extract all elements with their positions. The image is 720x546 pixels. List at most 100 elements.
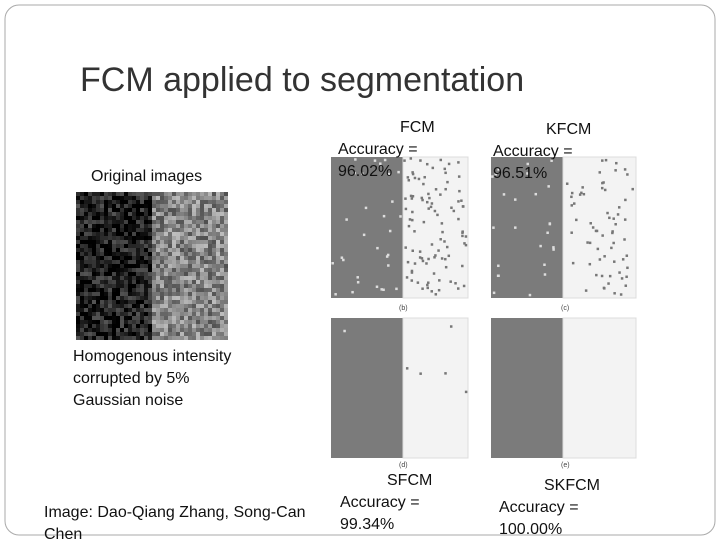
noise-pixel <box>144 208 148 212</box>
noise-pixel <box>80 208 84 212</box>
noise-pixel <box>92 280 96 284</box>
noise-pixel <box>144 252 148 256</box>
noise-pixel <box>84 300 88 304</box>
noise-pixel <box>116 216 120 220</box>
noise-pixel <box>80 264 84 268</box>
misclassified-pixel <box>615 161 618 165</box>
noise-pixel <box>172 196 176 200</box>
misclassified-pixel <box>383 158 387 162</box>
noise-pixel <box>116 200 120 204</box>
noise-pixel <box>96 252 100 256</box>
noise-pixel <box>180 200 184 204</box>
noise-pixel <box>204 248 208 252</box>
noise-pixel <box>156 252 160 256</box>
noise-pixel <box>148 208 152 212</box>
noise-pixel <box>188 320 192 324</box>
noise-pixel <box>164 292 168 296</box>
noise-pixel <box>192 328 196 332</box>
noise-pixel <box>96 276 100 280</box>
noise-pixel <box>220 236 224 240</box>
misclassified-pixel <box>387 264 390 267</box>
noise-pixel <box>132 320 136 324</box>
noise-pixel <box>112 296 116 300</box>
panel-caption: (e) <box>561 462 570 469</box>
noise-pixel <box>204 328 208 332</box>
noise-pixel <box>188 276 192 280</box>
noise-pixel <box>208 300 212 304</box>
misclassified-pixel <box>447 254 451 258</box>
noise-pixel <box>88 328 92 332</box>
noise-pixel <box>136 216 140 220</box>
misclassified-pixel <box>613 292 616 295</box>
noise-pixel <box>212 336 216 340</box>
noise-pixel <box>112 244 116 248</box>
noise-pixel <box>212 328 216 332</box>
noise-pixel <box>144 320 148 324</box>
noise-pixel <box>180 328 184 332</box>
noise-pixel <box>140 236 144 240</box>
noise-pixel <box>112 308 116 312</box>
misclassified-pixel <box>539 244 542 248</box>
noise-pixel <box>152 320 156 324</box>
noise-pixel <box>104 260 108 264</box>
noise-pixel <box>132 228 136 232</box>
noise-pixel <box>132 304 136 308</box>
noise-pixel <box>108 272 112 276</box>
noise-pixel <box>184 192 188 196</box>
noise-pixel <box>124 204 128 208</box>
noise-pixel <box>204 280 208 284</box>
noise-pixel <box>144 216 148 220</box>
noise-pixel <box>136 256 140 260</box>
noise-pixel <box>180 212 184 216</box>
noise-pixel <box>180 224 184 228</box>
noise-pixel <box>84 328 88 332</box>
noise-pixel <box>156 248 160 252</box>
noise-pixel <box>140 228 144 232</box>
noise-pixel <box>128 320 132 324</box>
noise-pixel <box>124 212 128 216</box>
segment-dark <box>331 157 403 298</box>
misclassified-pixel <box>449 280 452 283</box>
noise-pixel <box>172 308 176 312</box>
noise-pixel <box>188 288 192 292</box>
noise-pixel <box>204 216 208 220</box>
noise-pixel <box>160 320 164 324</box>
noise-pixel <box>196 268 200 272</box>
noise-pixel <box>144 324 148 328</box>
method-name: SKFCM <box>544 477 600 494</box>
misclassified-pixel <box>596 247 600 251</box>
noise-pixel <box>136 264 140 268</box>
noise-pixel <box>124 236 128 240</box>
noise-pixel <box>136 324 140 328</box>
noise-pixel <box>172 292 176 296</box>
noise-pixel <box>204 244 208 248</box>
noise-pixel <box>120 240 124 244</box>
noise-pixel <box>80 288 84 292</box>
noise-pixel <box>188 200 192 204</box>
noise-pixel <box>156 280 160 284</box>
noise-pixel <box>140 196 144 200</box>
noise-pixel <box>84 244 88 248</box>
noise-pixel <box>88 272 92 276</box>
misclassified-pixel <box>436 213 439 217</box>
misclassified-pixel <box>492 291 496 295</box>
misclassified-pixel <box>502 193 506 196</box>
noise-pixel <box>100 252 104 256</box>
noise-pixel <box>148 216 152 220</box>
misclassified-pixel <box>595 229 599 233</box>
noise-pixel <box>156 240 160 244</box>
noise-pixel <box>168 208 172 212</box>
noise-pixel <box>132 308 136 312</box>
misclassified-pixel <box>617 206 621 209</box>
noise-pixel <box>92 256 96 260</box>
noise-pixel <box>92 304 96 308</box>
noise-pixel <box>144 212 148 216</box>
noise-pixel <box>80 248 84 252</box>
noise-pixel <box>188 236 192 240</box>
noise-pixel <box>76 324 80 328</box>
noise-pixel <box>108 284 112 288</box>
noise-pixel <box>108 220 112 224</box>
noise-pixel <box>76 316 80 320</box>
noise-pixel <box>112 300 116 304</box>
noise-pixel <box>88 292 92 296</box>
